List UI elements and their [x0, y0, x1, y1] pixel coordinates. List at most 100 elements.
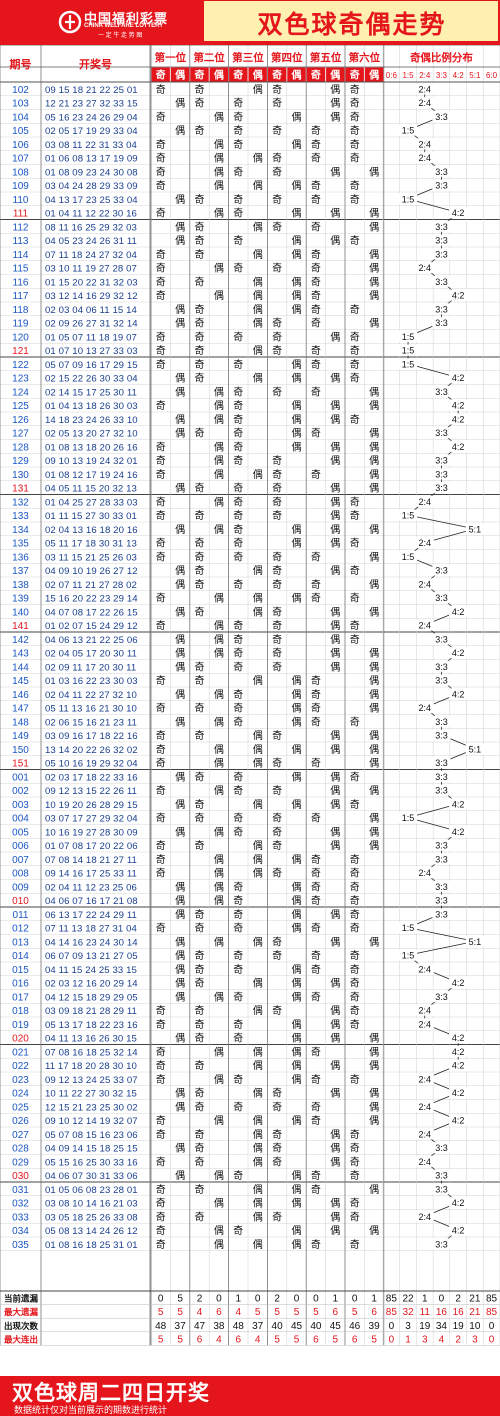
ratio-mark-bg: [432, 468, 451, 480]
issue-number: 017: [12, 992, 29, 1003]
even-mark: 偶: [214, 468, 224, 481]
odd-mark: 奇: [350, 1004, 360, 1017]
ratio-mark-bg: [432, 179, 451, 191]
odd-mark: 奇: [195, 839, 205, 852]
issue-number: 034: [12, 1226, 29, 1237]
ratio-mark-bg: [415, 97, 434, 109]
ratio-mark: 2:4: [418, 1129, 431, 1139]
issue-number: 011: [13, 910, 29, 921]
odd-mark: 奇: [350, 894, 360, 907]
odd-mark: 奇: [311, 303, 321, 316]
stats-value: 2: [274, 1294, 280, 1305]
draw-numbers: 04 07 08 17 22 26 15: [45, 607, 138, 618]
issue-number: 013: [12, 937, 29, 948]
stats-value: 0: [439, 1294, 445, 1305]
ratio-mark-bg: [432, 880, 451, 892]
even-mark: 偶: [253, 935, 263, 948]
stats-value: 4: [255, 1334, 261, 1345]
issue-number: 122: [12, 360, 29, 371]
ratio-mark: 4:2: [452, 1033, 465, 1043]
issue-number: 024: [12, 1089, 29, 1100]
even-mark: 偶: [330, 482, 340, 495]
stats-value: 40: [272, 1321, 284, 1332]
stats-value: 0: [216, 1294, 222, 1305]
issue-number: 012: [12, 924, 29, 935]
stats-value: 48: [155, 1321, 167, 1332]
ratio-mark: 4:2: [452, 648, 465, 658]
odd-mark: 奇: [156, 358, 166, 371]
odd-mark: 奇: [156, 729, 166, 742]
issue-number: 135: [12, 539, 29, 550]
odd-header: 奇: [272, 69, 282, 82]
ratio-mark-bg: [449, 1032, 468, 1044]
ratio-mark-bg: [399, 344, 418, 356]
issue-number: 027: [12, 1130, 29, 1141]
draw-numbers: 05 07 08 15 16 23 06: [45, 1130, 138, 1141]
ratio-mark-bg: [449, 647, 468, 659]
odd-mark: 奇: [233, 688, 243, 701]
ratio-mark: 2:4: [418, 98, 431, 108]
stats-value: 2: [455, 1334, 461, 1345]
ratio-mark-bg: [449, 413, 468, 425]
ratio-mark-bg: [432, 757, 451, 769]
odd-mark: 奇: [156, 468, 166, 481]
draw-numbers: 01 02 07 15 24 29 12: [45, 621, 138, 632]
even-mark: 偶: [253, 674, 263, 687]
odd-mark: 奇: [195, 1018, 205, 1031]
ratio-mark: 4:2: [452, 607, 465, 617]
odd-mark: 奇: [311, 578, 321, 591]
ratio-mark-bg: [432, 1169, 451, 1181]
stats-value: 1: [371, 1294, 377, 1305]
even-mark: 偶: [253, 839, 263, 852]
stats-value: 5: [158, 1334, 164, 1345]
ratio-mark: 4:2: [452, 827, 465, 837]
draw-numbers: 13 14 20 22 26 32 02: [45, 745, 138, 756]
issue-number: 010: [12, 896, 29, 907]
odd-mark: 奇: [272, 619, 282, 632]
odd-mark: 奇: [311, 1073, 321, 1086]
odd-mark: 奇: [350, 963, 360, 976]
odd-even-header-bg: [345, 67, 364, 82]
even-mark: 偶: [292, 770, 302, 783]
odd-mark: 奇: [350, 83, 360, 96]
odd-mark: 奇: [272, 509, 282, 522]
even-mark: 偶: [369, 275, 379, 288]
odd-mark: 奇: [272, 317, 282, 330]
odd-mark: 奇: [195, 729, 205, 742]
even-mark: 偶: [292, 234, 302, 247]
even-mark: 偶: [292, 303, 302, 316]
ratio-mark: 2:4: [418, 153, 431, 163]
draw-numbers: 05 11 13 16 21 30 10: [45, 704, 137, 715]
draw-numbers: 12 15 21 23 25 30 02: [45, 1102, 138, 1113]
odd-mark: 奇: [233, 922, 243, 935]
even-mark: 偶: [330, 83, 340, 96]
odd-mark: 奇: [195, 1183, 205, 1196]
odd-mark: 奇: [195, 963, 205, 976]
odd-mark: 奇: [311, 289, 321, 302]
odd-mark: 奇: [195, 220, 205, 233]
draw-numbers: 04 06 07 16 17 21 08: [45, 896, 138, 907]
odd-mark: 奇: [311, 468, 321, 481]
odd-mark: 奇: [311, 922, 321, 935]
even-mark: 偶: [253, 1059, 263, 1072]
ratio-mark: 1:5: [402, 332, 415, 342]
even-mark: 偶: [330, 1197, 340, 1210]
ratio-mark: 1:5: [402, 951, 415, 961]
stats-value: 16: [453, 1307, 465, 1318]
issue-number: 008: [12, 869, 29, 880]
even-mark: 偶: [369, 688, 379, 701]
draw-numbers: 01 04 25 27 28 33 03: [45, 497, 138, 508]
even-mark: 偶: [253, 303, 263, 316]
even-mark: 偶: [292, 289, 302, 302]
draw-numbers: 04 09 14 15 18 25 15: [45, 1144, 138, 1155]
issue-number: 120: [12, 332, 29, 343]
draw-numbers: 02 15 22 26 30 33 04: [45, 374, 138, 385]
even-mark: 偶: [253, 867, 263, 880]
ratio-mark: 3:3: [435, 909, 448, 919]
odd-mark: 奇: [350, 372, 360, 385]
stats-value: 45: [291, 1321, 303, 1332]
odd-mark: 奇: [272, 262, 282, 275]
even-mark: 偶: [175, 880, 185, 893]
even-mark: 偶: [369, 660, 379, 673]
even-mark: 偶: [253, 564, 263, 577]
